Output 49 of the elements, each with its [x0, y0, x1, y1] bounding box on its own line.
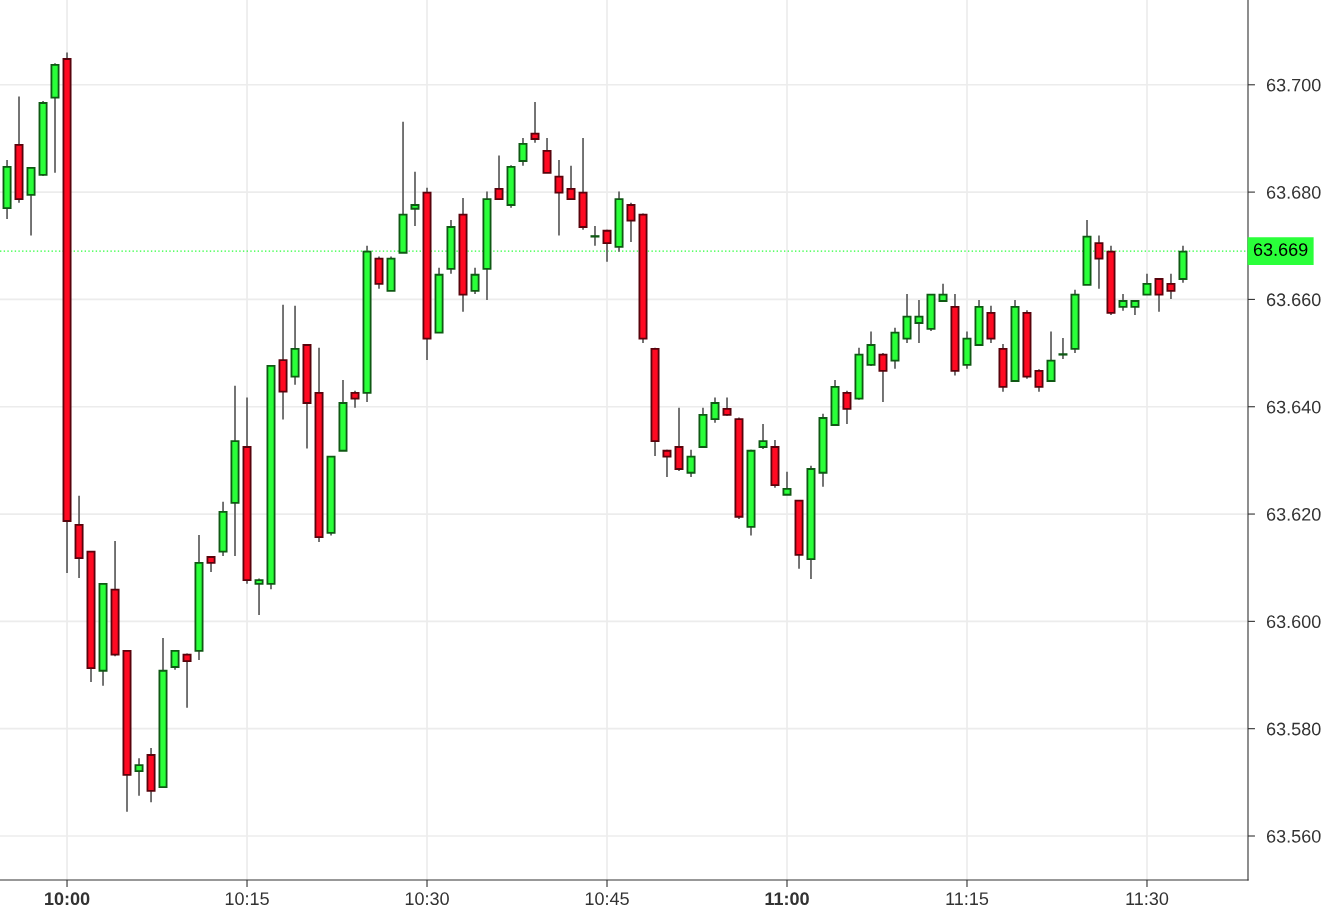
candlestick [554, 158, 564, 237]
candlestick [518, 136, 528, 167]
x-tick-label: 10:45 [585, 892, 629, 906]
y-tick-label: 63.660 [1266, 293, 1321, 307]
candlestick [542, 136, 552, 174]
y-tick-label: 63.620 [1266, 507, 1321, 521]
candlestick [566, 164, 576, 200]
candlestick [494, 154, 504, 200]
y-tick-label: 63.580 [1266, 722, 1321, 736]
candlestick [722, 396, 732, 417]
candlestick [410, 170, 420, 227]
candlestick [1166, 272, 1176, 300]
candlestick [1034, 368, 1044, 393]
y-tick-label: 63.640 [1266, 400, 1321, 414]
candlestick [134, 757, 144, 797]
candlestick [170, 649, 180, 671]
candlestick [1046, 330, 1056, 383]
x-tick-label: 10:30 [405, 892, 449, 906]
candlestick [842, 389, 852, 425]
y-tick-label: 63.560 [1266, 829, 1321, 843]
candlestick [686, 448, 696, 478]
candlestick [182, 652, 192, 709]
x-tick-label: 11:00 [765, 892, 809, 906]
candlestick [470, 266, 480, 295]
ref-line-label: 63.669 [1253, 243, 1308, 256]
candlestick [254, 577, 264, 616]
x-tick-label: 10:15 [225, 892, 269, 906]
candlestick [782, 470, 792, 496]
candlestick [1142, 272, 1152, 296]
candlestick [1094, 234, 1104, 290]
candlestick [674, 406, 684, 473]
candlestick [530, 101, 540, 144]
candlestick [866, 330, 876, 367]
candlestick [710, 396, 720, 424]
x-tick-label: 11:15 [946, 892, 989, 906]
x-tick-label: 11:30 [1126, 892, 1169, 906]
y-tick-label: 63.600 [1266, 615, 1321, 629]
candlestick [758, 422, 768, 451]
x-tick-label: 10:00 [45, 892, 90, 906]
candlestick [626, 201, 636, 243]
candlestick [914, 299, 924, 344]
candlestick [878, 352, 888, 403]
candlestick [902, 293, 912, 344]
candlestick [662, 448, 672, 478]
candlestick [1058, 337, 1068, 360]
y-tick-label: 63.700 [1266, 78, 1321, 92]
y-tick-label: 63.680 [1266, 186, 1321, 199]
candlestick [602, 228, 612, 263]
candlestick [590, 224, 600, 247]
